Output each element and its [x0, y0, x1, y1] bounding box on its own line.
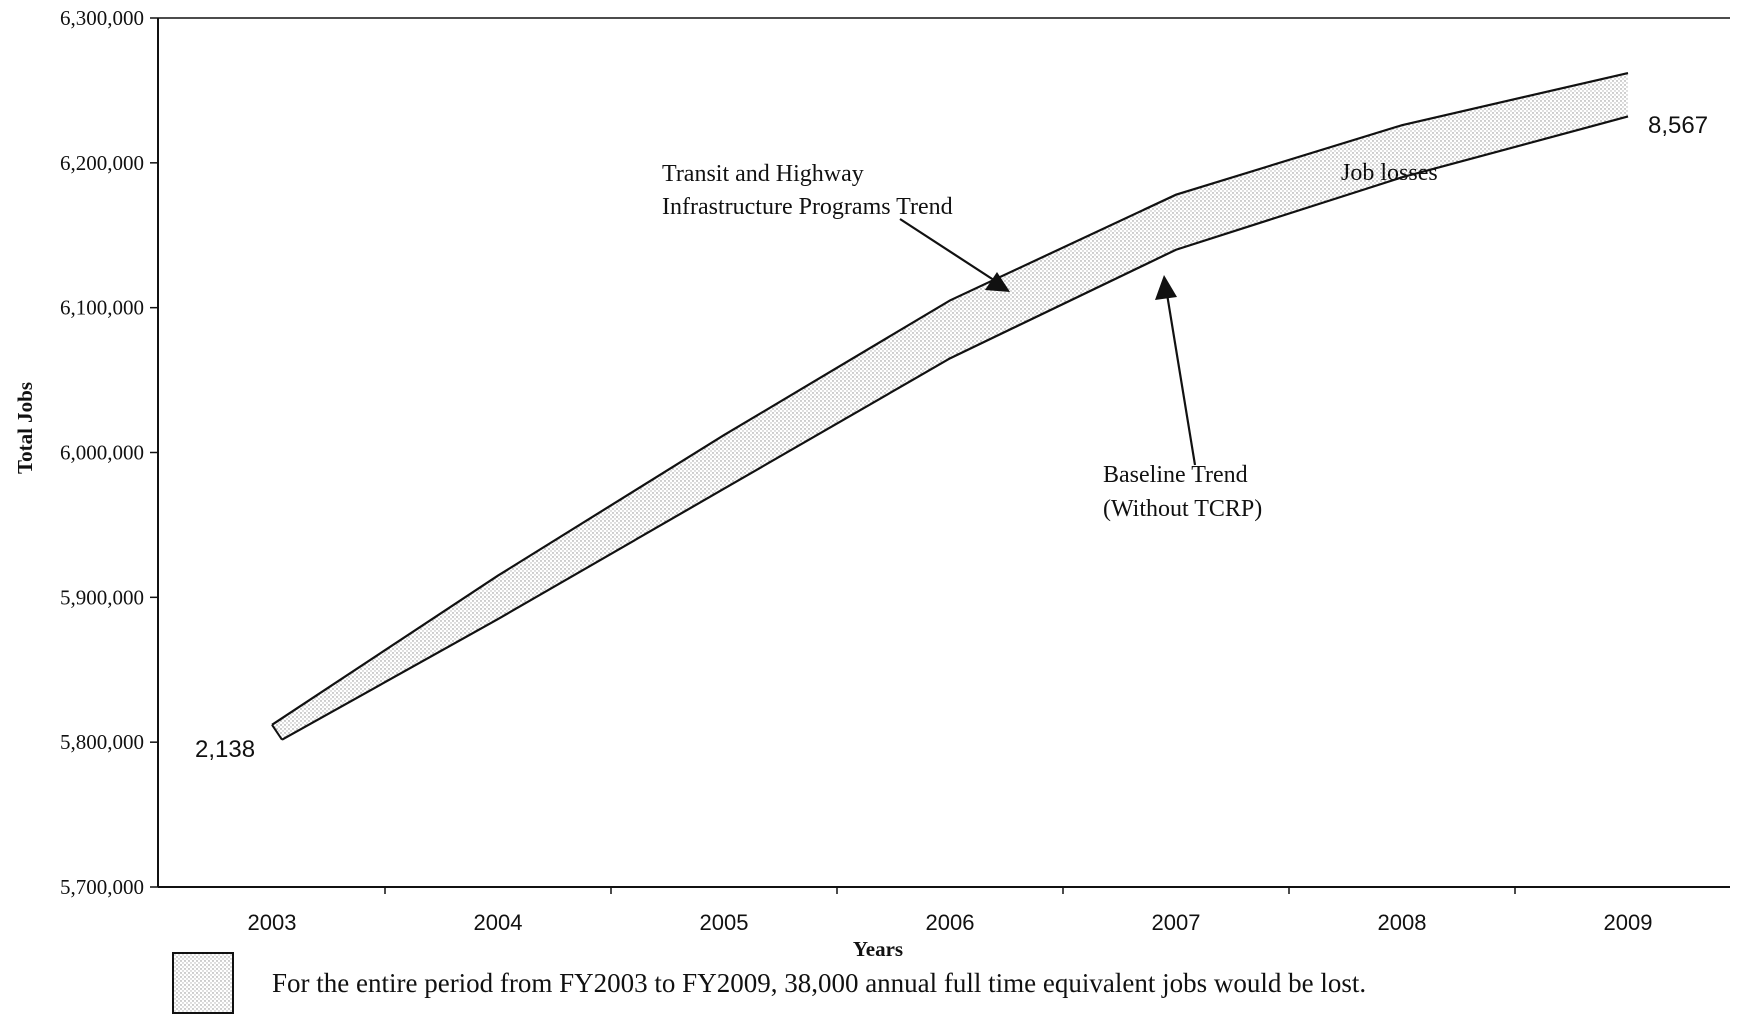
- y-tick-label: 5,800,000: [60, 730, 144, 754]
- x-tick-label: 2008: [1378, 910, 1427, 935]
- program-trend-label-line1: Transit and Highway: [662, 161, 864, 187]
- band-start-edge: [271, 724, 283, 741]
- program-trend-label-line2: Infrastructure Programs Trend: [662, 194, 953, 220]
- y-axis-title: Total Jobs: [13, 382, 37, 474]
- job-loss-band: [271, 71, 1629, 741]
- x-tick-label: 2009: [1604, 910, 1653, 935]
- job-losses-label: Job losses: [1341, 160, 1438, 186]
- legend-text: For the entire period from FY2003 to FY2…: [272, 968, 1366, 998]
- x-axis-title: Years: [853, 937, 903, 961]
- y-tick-label: 6,000,000: [60, 441, 144, 465]
- baseline-trend-arrowhead: [1155, 275, 1177, 300]
- legend-swatch: [172, 952, 234, 1014]
- x-tick-label: 2005: [700, 910, 749, 935]
- start-value-label: 2,138: [195, 736, 255, 763]
- y-tick-label: 6,200,000: [60, 151, 144, 175]
- program-trend-line: [271, 71, 1629, 726]
- x-tick-label: 2003: [248, 910, 297, 935]
- y-tick-label: 5,700,000: [60, 875, 144, 899]
- y-tick-group: 5,700,000 5,800,000 5,900,000 6,000,000 6,10…: [60, 6, 158, 899]
- y-tick-label: 6,100,000: [60, 296, 144, 320]
- baseline-trend-line: [281, 115, 1629, 741]
- baseline-trend-label-line1: Baseline Trend: [1103, 462, 1248, 488]
- x-tick-label: 2006: [926, 910, 975, 935]
- x-tick-label: 2004: [474, 910, 523, 935]
- y-tick-label: 6,300,000: [60, 6, 144, 30]
- job-loss-area: [272, 73, 1628, 740]
- baseline-trend-arrow: [1165, 293, 1197, 466]
- program-trend-arrow: [899, 218, 1004, 287]
- baseline-trend-label-line2: (Without TCRP): [1103, 496, 1262, 522]
- x-tick-label: 2007: [1152, 910, 1201, 935]
- program-trend-arrowhead: [985, 272, 1010, 292]
- y-tick-label: 5,900,000: [60, 585, 144, 609]
- x-tick-group: 2003 2004 2005 2006 2007 2008 2009: [248, 887, 1653, 935]
- end-value-label: 8,567: [1648, 112, 1708, 139]
